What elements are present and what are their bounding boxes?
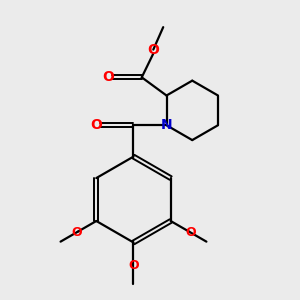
Text: O: O [91, 118, 102, 132]
Text: N: N [161, 118, 172, 132]
Text: O: O [71, 226, 82, 239]
Text: O: O [185, 226, 196, 239]
Text: O: O [128, 259, 139, 272]
Text: O: O [147, 43, 159, 57]
Text: O: O [102, 70, 114, 84]
